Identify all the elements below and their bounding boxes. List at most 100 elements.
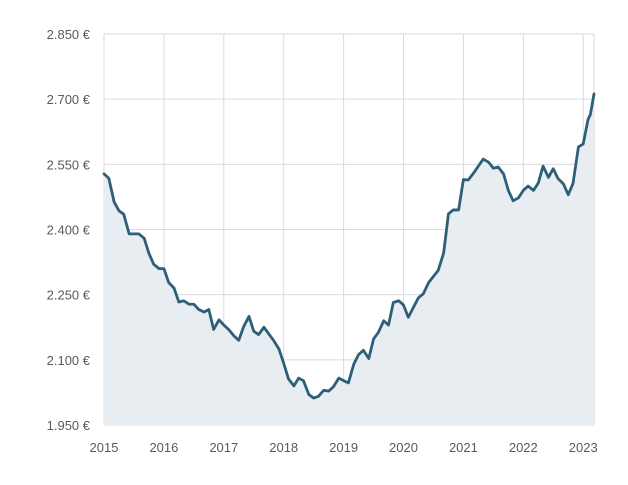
data-point	[237, 339, 240, 342]
data-point	[367, 357, 370, 360]
data-point	[467, 178, 470, 181]
data-point	[103, 172, 106, 175]
data-point	[143, 237, 146, 240]
data-point	[107, 177, 110, 180]
data-point	[337, 377, 340, 380]
x-tick-label: 2021	[449, 440, 478, 455]
data-point	[132, 232, 135, 235]
data-point	[262, 326, 265, 329]
data-point	[322, 389, 325, 392]
data-point	[427, 281, 430, 284]
data-point	[232, 334, 235, 337]
data-point	[593, 92, 596, 95]
data-point	[502, 172, 505, 175]
data-point	[457, 208, 460, 211]
data-point	[302, 379, 305, 382]
x-tick-label: 2018	[269, 440, 298, 455]
data-point	[432, 275, 435, 278]
data-point	[192, 303, 195, 306]
data-point	[342, 379, 345, 382]
data-point	[147, 252, 150, 255]
data-point	[227, 328, 230, 331]
data-point	[117, 209, 120, 212]
data-point	[412, 305, 415, 308]
data-point	[397, 299, 400, 302]
data-point	[377, 331, 380, 334]
data-point	[462, 178, 465, 181]
data-point	[292, 384, 295, 387]
data-point	[552, 167, 555, 170]
data-point	[382, 319, 385, 322]
x-tick-label: 2015	[90, 440, 119, 455]
data-point	[422, 292, 425, 295]
x-tick-label: 2020	[389, 440, 418, 455]
x-tick-label: 2022	[509, 440, 538, 455]
data-point	[158, 267, 161, 270]
y-tick-label: 2.850 €	[47, 27, 91, 42]
x-tick-label: 2019	[329, 440, 358, 455]
data-point	[218, 318, 221, 321]
data-point	[442, 251, 445, 254]
data-point	[387, 324, 390, 327]
data-point	[407, 316, 410, 319]
data-point	[532, 189, 535, 192]
data-point	[452, 208, 455, 211]
data-point	[312, 397, 315, 400]
data-point	[402, 304, 405, 307]
data-point	[507, 189, 510, 192]
data-point	[417, 296, 420, 299]
line-layer	[102, 92, 596, 400]
data-point	[487, 161, 490, 164]
data-point	[472, 172, 475, 175]
data-point	[307, 393, 310, 396]
data-point	[562, 182, 565, 185]
data-point	[542, 165, 545, 168]
data-point	[272, 339, 275, 342]
data-point	[357, 353, 360, 356]
data-point	[497, 165, 500, 168]
data-point	[182, 299, 185, 302]
data-point	[372, 337, 375, 340]
data-point	[567, 193, 570, 196]
data-point	[128, 232, 131, 235]
data-point	[572, 182, 575, 185]
data-point	[522, 189, 525, 192]
area-layer	[104, 93, 594, 425]
data-point	[207, 308, 210, 311]
data-point	[152, 263, 155, 266]
data-point	[332, 385, 335, 388]
data-point	[137, 232, 140, 235]
x-tick-label: 2017	[209, 440, 238, 455]
data-point	[517, 196, 520, 199]
data-point	[277, 347, 280, 350]
data-point	[327, 390, 330, 393]
data-point	[512, 199, 515, 202]
data-point	[188, 303, 191, 306]
data-point	[257, 333, 260, 336]
data-point	[482, 158, 485, 161]
data-point	[212, 328, 215, 331]
data-point	[437, 269, 440, 272]
data-point	[527, 185, 530, 188]
data-point	[203, 311, 206, 314]
data-point	[447, 212, 450, 215]
data-point	[113, 201, 116, 204]
data-point	[162, 267, 165, 270]
series-area	[104, 93, 594, 425]
data-point	[222, 324, 225, 327]
y-tick-label: 2.100 €	[47, 353, 91, 368]
data-point	[392, 301, 395, 304]
data-point	[587, 118, 590, 121]
data-point	[173, 287, 176, 290]
x-tick-label: 2023	[569, 440, 598, 455]
data-point	[477, 165, 480, 168]
data-point	[352, 363, 355, 366]
data-point	[547, 176, 550, 179]
data-point	[582, 142, 585, 145]
data-point	[537, 182, 540, 185]
data-point	[492, 167, 495, 170]
data-point	[297, 377, 300, 380]
data-point	[362, 349, 365, 352]
data-point	[282, 362, 285, 365]
